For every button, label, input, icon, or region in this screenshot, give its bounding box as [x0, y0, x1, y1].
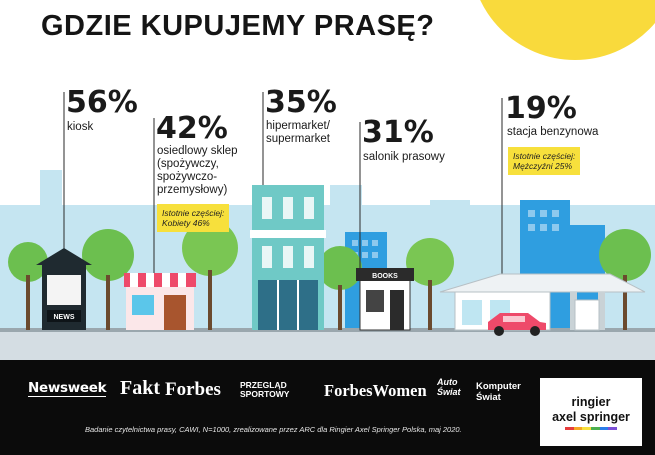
- category-label-salonik: salonik prasowy: [363, 151, 445, 163]
- logo-fakt: Fakt: [120, 377, 160, 399]
- logo-forbes-women: ForbesWomen: [324, 381, 427, 400]
- kiosk-sign: NEWS: [54, 314, 75, 321]
- gas-station-illustration: [439, 273, 646, 331]
- publisher-stripe-segment: [573, 427, 583, 430]
- category-label-osiedlowy-sklep: osiedlowy sklep (spożywczy, spożywczo- p…: [157, 145, 238, 196]
- curb: [0, 328, 655, 332]
- value-label-salonik: 31%: [362, 115, 434, 150]
- ground: [0, 330, 655, 360]
- value-label-osiedlowy-sklep: 42%: [156, 111, 228, 146]
- logo-newsweek: Newsweek: [28, 380, 107, 397]
- publisher-logo: ringier axel springer: [540, 378, 642, 446]
- value-label-stacja: 19%: [505, 91, 577, 126]
- bookstore-illustration: BOOKS: [356, 268, 414, 331]
- pointer-lines: [63, 92, 503, 280]
- annotation-women: Istotnie częściej: Kobiety 46%: [157, 204, 230, 232]
- logo-auto-swiat: Auto Świat: [437, 377, 461, 397]
- city-illustration: NEWS BOOKS: [0, 92, 655, 360]
- source-credit: Badanie czytelnictwa prasy, CAWI, N=1000…: [85, 425, 462, 434]
- category-label-stacja: stacja benzynowa: [507, 126, 599, 138]
- logo-komputer-swiat: Komputer Świat: [476, 381, 521, 403]
- bookstore-sign: BOOKS: [372, 273, 398, 280]
- page-title: GDZIE KUPUJEMY PRASĘ?: [41, 10, 435, 42]
- category-label-kiosk: kiosk: [67, 121, 94, 133]
- publisher-stripe-segment: [582, 427, 592, 430]
- shop-illustration: [124, 273, 196, 330]
- publisher-name-line1: ringier: [571, 395, 611, 409]
- logo-forbes: Forbes: [165, 379, 221, 400]
- value-label-kiosk: 56%: [66, 85, 138, 120]
- logo-przeglad-sportowy: PRZEGLĄD SPORTOWY: [240, 380, 290, 399]
- publisher-stripe-segment: [608, 427, 618, 430]
- annotation-men: Istotnie częściej: Mężczyźni 25%: [508, 147, 581, 175]
- kiosk-illustration: NEWS: [36, 248, 92, 330]
- publisher-color-stripe: [565, 427, 618, 430]
- publisher-stripe-segment: [565, 427, 574, 430]
- publisher-name-line2: axel springer: [552, 410, 630, 424]
- publisher-stripe-segment: [591, 427, 600, 430]
- publisher-stripe-segment: [599, 427, 609, 430]
- trees: [8, 220, 651, 330]
- value-label-hipermarket: 35%: [265, 85, 337, 120]
- hypermarket-illustration: [250, 185, 326, 330]
- car-illustration: [488, 313, 546, 336]
- category-label-hipermarket: hipermarket/ supermarket: [266, 120, 330, 145]
